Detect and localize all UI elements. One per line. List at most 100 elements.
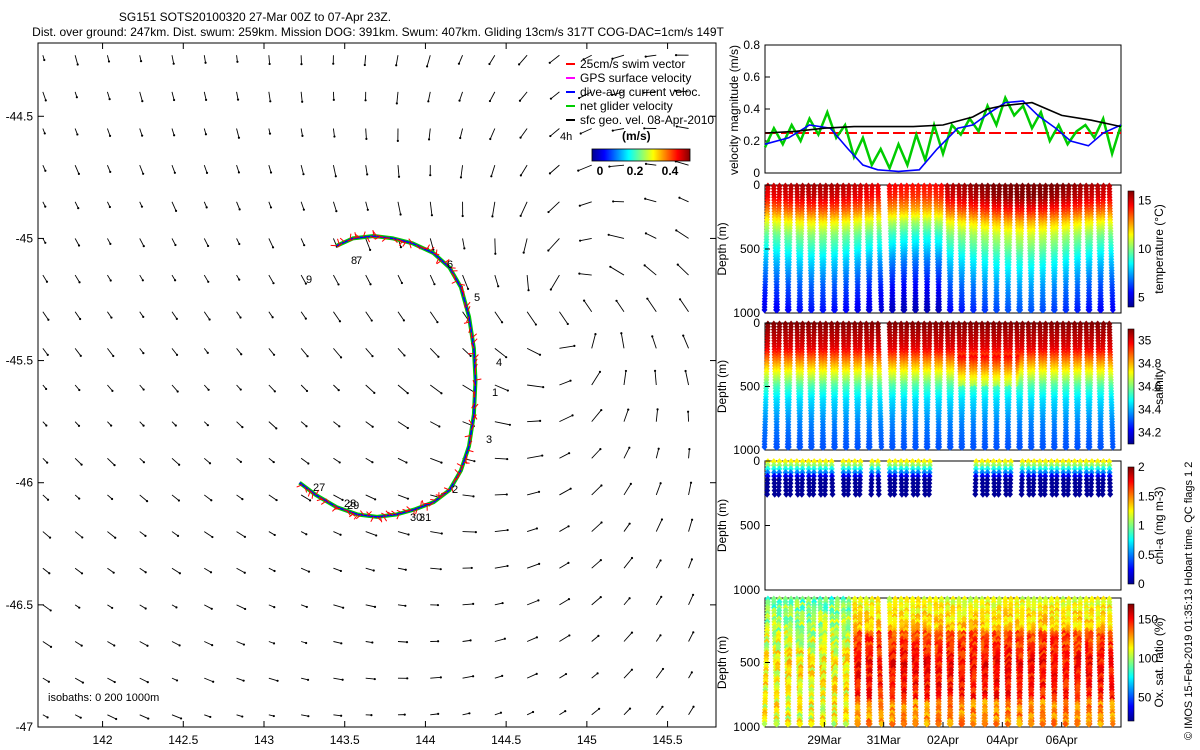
swim-vector [456, 463, 463, 467]
swim-vector [372, 229, 375, 237]
velocity-arrow [203, 494, 212, 501]
legend-label: dive-avg current veloc. [580, 85, 701, 99]
velocity-arrow [204, 567, 212, 573]
velocity-arrow [300, 201, 305, 210]
velocity-arrow [204, 677, 214, 683]
velocity-arrow-head [75, 96, 78, 99]
swim-vector [385, 510, 391, 516]
velocity-arrow [139, 164, 144, 174]
velocity-arrow-head [210, 607, 213, 610]
swim-vector [435, 249, 438, 256]
velocity-arrow [74, 641, 82, 646]
legend-label: GPS surface velocity [580, 71, 691, 85]
velocity-arrow [490, 165, 496, 177]
velocity-arrow [332, 165, 337, 177]
velocity-arrow [688, 449, 690, 459]
velocity-arrow [579, 201, 592, 207]
velocity-arrow-head [508, 423, 511, 426]
velocity-arrow [612, 54, 625, 60]
velocity-arrow-head [272, 460, 275, 464]
velocity-arrow-field [42, 54, 695, 721]
velocity-arrow-head [439, 676, 442, 679]
swim-vector [421, 500, 425, 507]
section-sample-point [773, 306, 780, 314]
swim-vector [379, 516, 383, 523]
velocity-arrow [236, 311, 241, 318]
velocity-arrow-head [115, 717, 118, 721]
velocity-arrow [688, 482, 692, 496]
velocity-arrow-head [564, 710, 567, 713]
velocity-arrow [42, 531, 51, 539]
velocity-arrow-head [657, 447, 660, 450]
velocity-arrow [42, 311, 49, 321]
velocity-arrow [591, 559, 602, 569]
velocity-arrow-head [676, 263, 679, 266]
velocity-arrow-head [77, 207, 80, 210]
velocity-arrow-head [372, 569, 375, 572]
velocity-arrow-head [457, 62, 461, 65]
velocity-arrow-head [239, 460, 242, 463]
velocity-arrow [107, 531, 116, 539]
velocity-arrow [171, 641, 180, 646]
swim-vector [458, 283, 466, 286]
velocity-arrow-head [307, 462, 310, 465]
velocity-arrow-head [691, 593, 695, 596]
velocity-arrow [236, 91, 239, 100]
velocity-arrow-head [78, 388, 81, 392]
velocity-arrow [494, 457, 508, 460]
velocity-arrow-head [660, 595, 663, 598]
velocity-arrow [171, 457, 180, 466]
section-colorbar-label: temperature (°C) [1152, 204, 1166, 294]
velocity-arrow-head [505, 493, 508, 496]
velocity-arrow [236, 531, 246, 538]
velocity-arrow [608, 234, 625, 239]
velocity-arrow-head [43, 58, 46, 62]
velocity-arrow-head [339, 569, 342, 573]
velocity-arrow [679, 299, 689, 312]
velocity-arrow-head [436, 640, 440, 643]
velocity-arrow-head [582, 58, 585, 61]
velocity-arrow [300, 238, 305, 246]
velocity-arrow-head [77, 244, 81, 247]
velocity-arrow [550, 128, 560, 137]
velocity-arrow [42, 604, 51, 611]
velocity-arrow-head [459, 136, 462, 140]
velocity-arrow-head [110, 497, 114, 501]
velocity-arrow-head [107, 60, 111, 63]
velocity-arrow [591, 333, 596, 349]
velocity-arrow [171, 531, 179, 537]
velocity-arrow-head [144, 607, 147, 610]
velocity-arrow-head [547, 210, 550, 214]
velocity-arrow [430, 531, 442, 534]
velocity-arrow-head [78, 281, 81, 284]
velocity-arrow-head [174, 243, 177, 247]
velocity-arrow-head [674, 89, 677, 92]
velocity-arrow [333, 274, 339, 285]
velocity-arrow-head [567, 525, 570, 528]
velocity-arrow [236, 604, 246, 610]
velocity-arrow [489, 91, 496, 102]
velocity-arrow-head [301, 100, 304, 103]
velocity-arrow-head [427, 138, 431, 141]
velocity-arrow [623, 708, 631, 716]
velocity-arrow [688, 672, 693, 679]
velocity-arrow [107, 384, 113, 392]
swim-vector [350, 511, 356, 517]
velocity-arrow-head [437, 355, 440, 358]
velocity-arrow-head [273, 390, 276, 393]
velocity-arrow-head [569, 487, 572, 490]
velocity-arrow [42, 494, 49, 501]
velocity-arrow-head [466, 287, 470, 290]
velocity-arrow [365, 165, 368, 175]
velocity-arrow [42, 91, 47, 101]
velocity-arrow-head [238, 242, 241, 246]
velocity-arrow-head [113, 464, 116, 467]
velocity-arrow [397, 274, 403, 284]
velocity-arrow-head [305, 605, 308, 609]
velocity-arrow [494, 274, 499, 287]
velocity-arrow [651, 336, 657, 349]
velocity-arrow-head [211, 644, 214, 647]
velocity-arrow-head [628, 446, 631, 449]
